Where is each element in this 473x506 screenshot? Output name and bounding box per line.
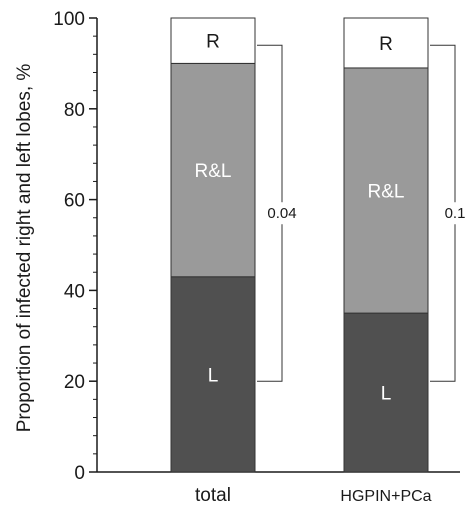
segment-label: R&L [368, 182, 405, 203]
axis-layer: 0 20 40 60 80 100 [53, 9, 460, 484]
x-category-label: HGPIN+PCa [340, 488, 431, 505]
segment-label: R&L [195, 161, 232, 182]
p-value-label: 0.1 [445, 205, 466, 222]
segment-label: L [208, 365, 219, 386]
bar-segment [343, 312, 429, 473]
bar-segment [343, 67, 429, 314]
y-tick-label: 40 [64, 281, 85, 302]
x-category-label: total [195, 485, 231, 506]
bar-segment [170, 17, 256, 64]
bracket-label-bg [439, 202, 473, 225]
segment-label: R [379, 34, 393, 55]
segment-label: R [206, 32, 220, 53]
y-tick-label: 100 [53, 9, 85, 30]
bracket-label-bg [266, 202, 304, 225]
segment-label: L [381, 384, 392, 405]
y-tick-label: 60 [64, 191, 85, 212]
y-axis-label: Proportion of infected right and left lo… [14, 64, 35, 433]
y-tick-label: 20 [64, 372, 85, 393]
bar-segment [170, 276, 256, 473]
y-tick-label: 80 [64, 100, 85, 121]
bar-segment [343, 17, 429, 69]
annotations-layer: 0.04 0.1 [257, 44, 473, 382]
p-value-label: 0.04 [267, 205, 296, 222]
y-tick-label: 0 [74, 463, 85, 484]
